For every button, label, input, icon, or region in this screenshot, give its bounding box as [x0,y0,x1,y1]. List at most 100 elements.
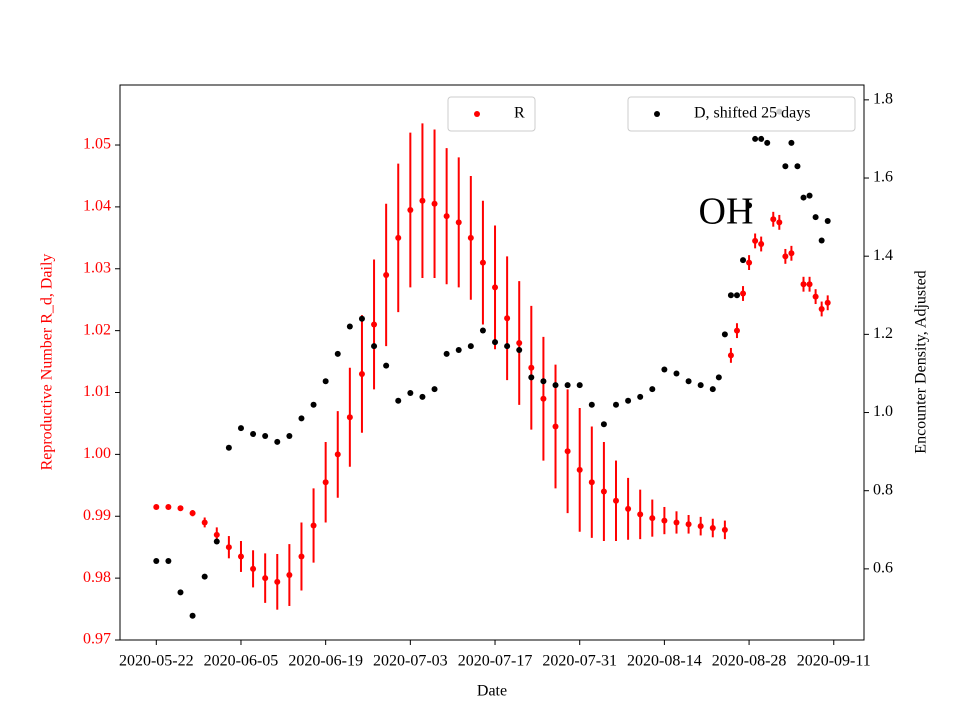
point [383,271,390,278]
y-tick-label: 1.01 [83,383,111,400]
point [371,321,378,328]
point [770,216,777,223]
point [794,163,801,170]
point [733,327,740,334]
legend-marker [474,111,480,117]
legend-label: D, shifted 25 days [694,105,810,122]
point [812,214,819,221]
point [752,135,759,142]
point [443,213,450,220]
point [262,432,269,439]
point [153,503,160,510]
point [588,401,595,408]
point [419,393,426,400]
point [492,284,499,291]
point [225,544,232,551]
point [637,393,644,400]
point [431,386,438,393]
point [250,565,257,572]
y2-tick-label: 0.6 [873,560,893,577]
point [552,382,559,389]
point [818,305,825,312]
point [806,192,813,199]
legend-box [627,96,856,132]
x-tick-label: 2020-07-03 [373,653,448,670]
point [286,432,293,439]
point [177,505,184,512]
point [455,346,462,353]
point [721,526,728,533]
y-tick-label: 1.04 [83,198,111,215]
x-axis-label: Date [477,683,507,700]
point [812,293,819,300]
point [788,250,795,257]
point [479,259,486,266]
point [516,340,523,347]
point [540,378,547,385]
point [346,414,353,421]
point [274,438,281,445]
point [740,290,747,297]
point [758,135,765,142]
point [516,346,523,353]
point [237,425,244,432]
y-axis-label: Reproductive Number R_d, Daily [39,254,56,471]
point [746,202,753,209]
point [709,386,716,393]
legend-box [447,96,536,132]
x-tick-label: 2020-07-17 [458,653,533,670]
point [407,389,414,396]
point [564,382,571,389]
point [721,331,728,338]
point [697,382,704,389]
point [298,415,305,422]
point [395,397,402,404]
point [733,292,740,299]
point [274,578,281,585]
point [649,515,656,522]
y2-tick-label: 1.4 [873,247,893,264]
point [322,378,329,385]
point [764,139,771,146]
point [576,382,583,389]
y-tick-label: 1.03 [83,259,111,276]
point [201,519,208,526]
point [625,397,632,404]
plot-frame [119,84,865,641]
x-tick-label: 2020-09-11 [797,653,871,670]
point [600,488,607,495]
point [165,503,172,510]
x-tick-label: 2020-06-05 [204,653,279,670]
point [322,479,329,486]
point [467,234,474,241]
point [189,510,196,517]
point [685,378,692,385]
y-tick-label: 1.00 [83,445,111,462]
y2-tick-label: 1.8 [873,91,893,108]
point [467,343,474,350]
point [800,281,807,288]
point [649,386,656,393]
y-tick-label: 0.98 [83,569,111,586]
point [528,364,535,371]
y2-tick-label: 0.8 [873,481,893,498]
point [492,339,499,346]
point [371,343,378,350]
point [613,497,619,504]
point [782,163,789,170]
point [552,423,559,430]
y2-tick-label: 1.6 [873,169,893,186]
point [443,350,450,357]
point [613,401,619,408]
y2-tick-label: 1.2 [873,325,893,342]
point [800,194,807,201]
point [758,241,765,248]
point [395,234,402,241]
point [213,538,220,545]
point [298,553,305,560]
point [540,395,547,402]
point [225,444,232,451]
point [673,519,680,526]
y-tick-label: 1.02 [83,321,111,338]
point [250,431,257,438]
